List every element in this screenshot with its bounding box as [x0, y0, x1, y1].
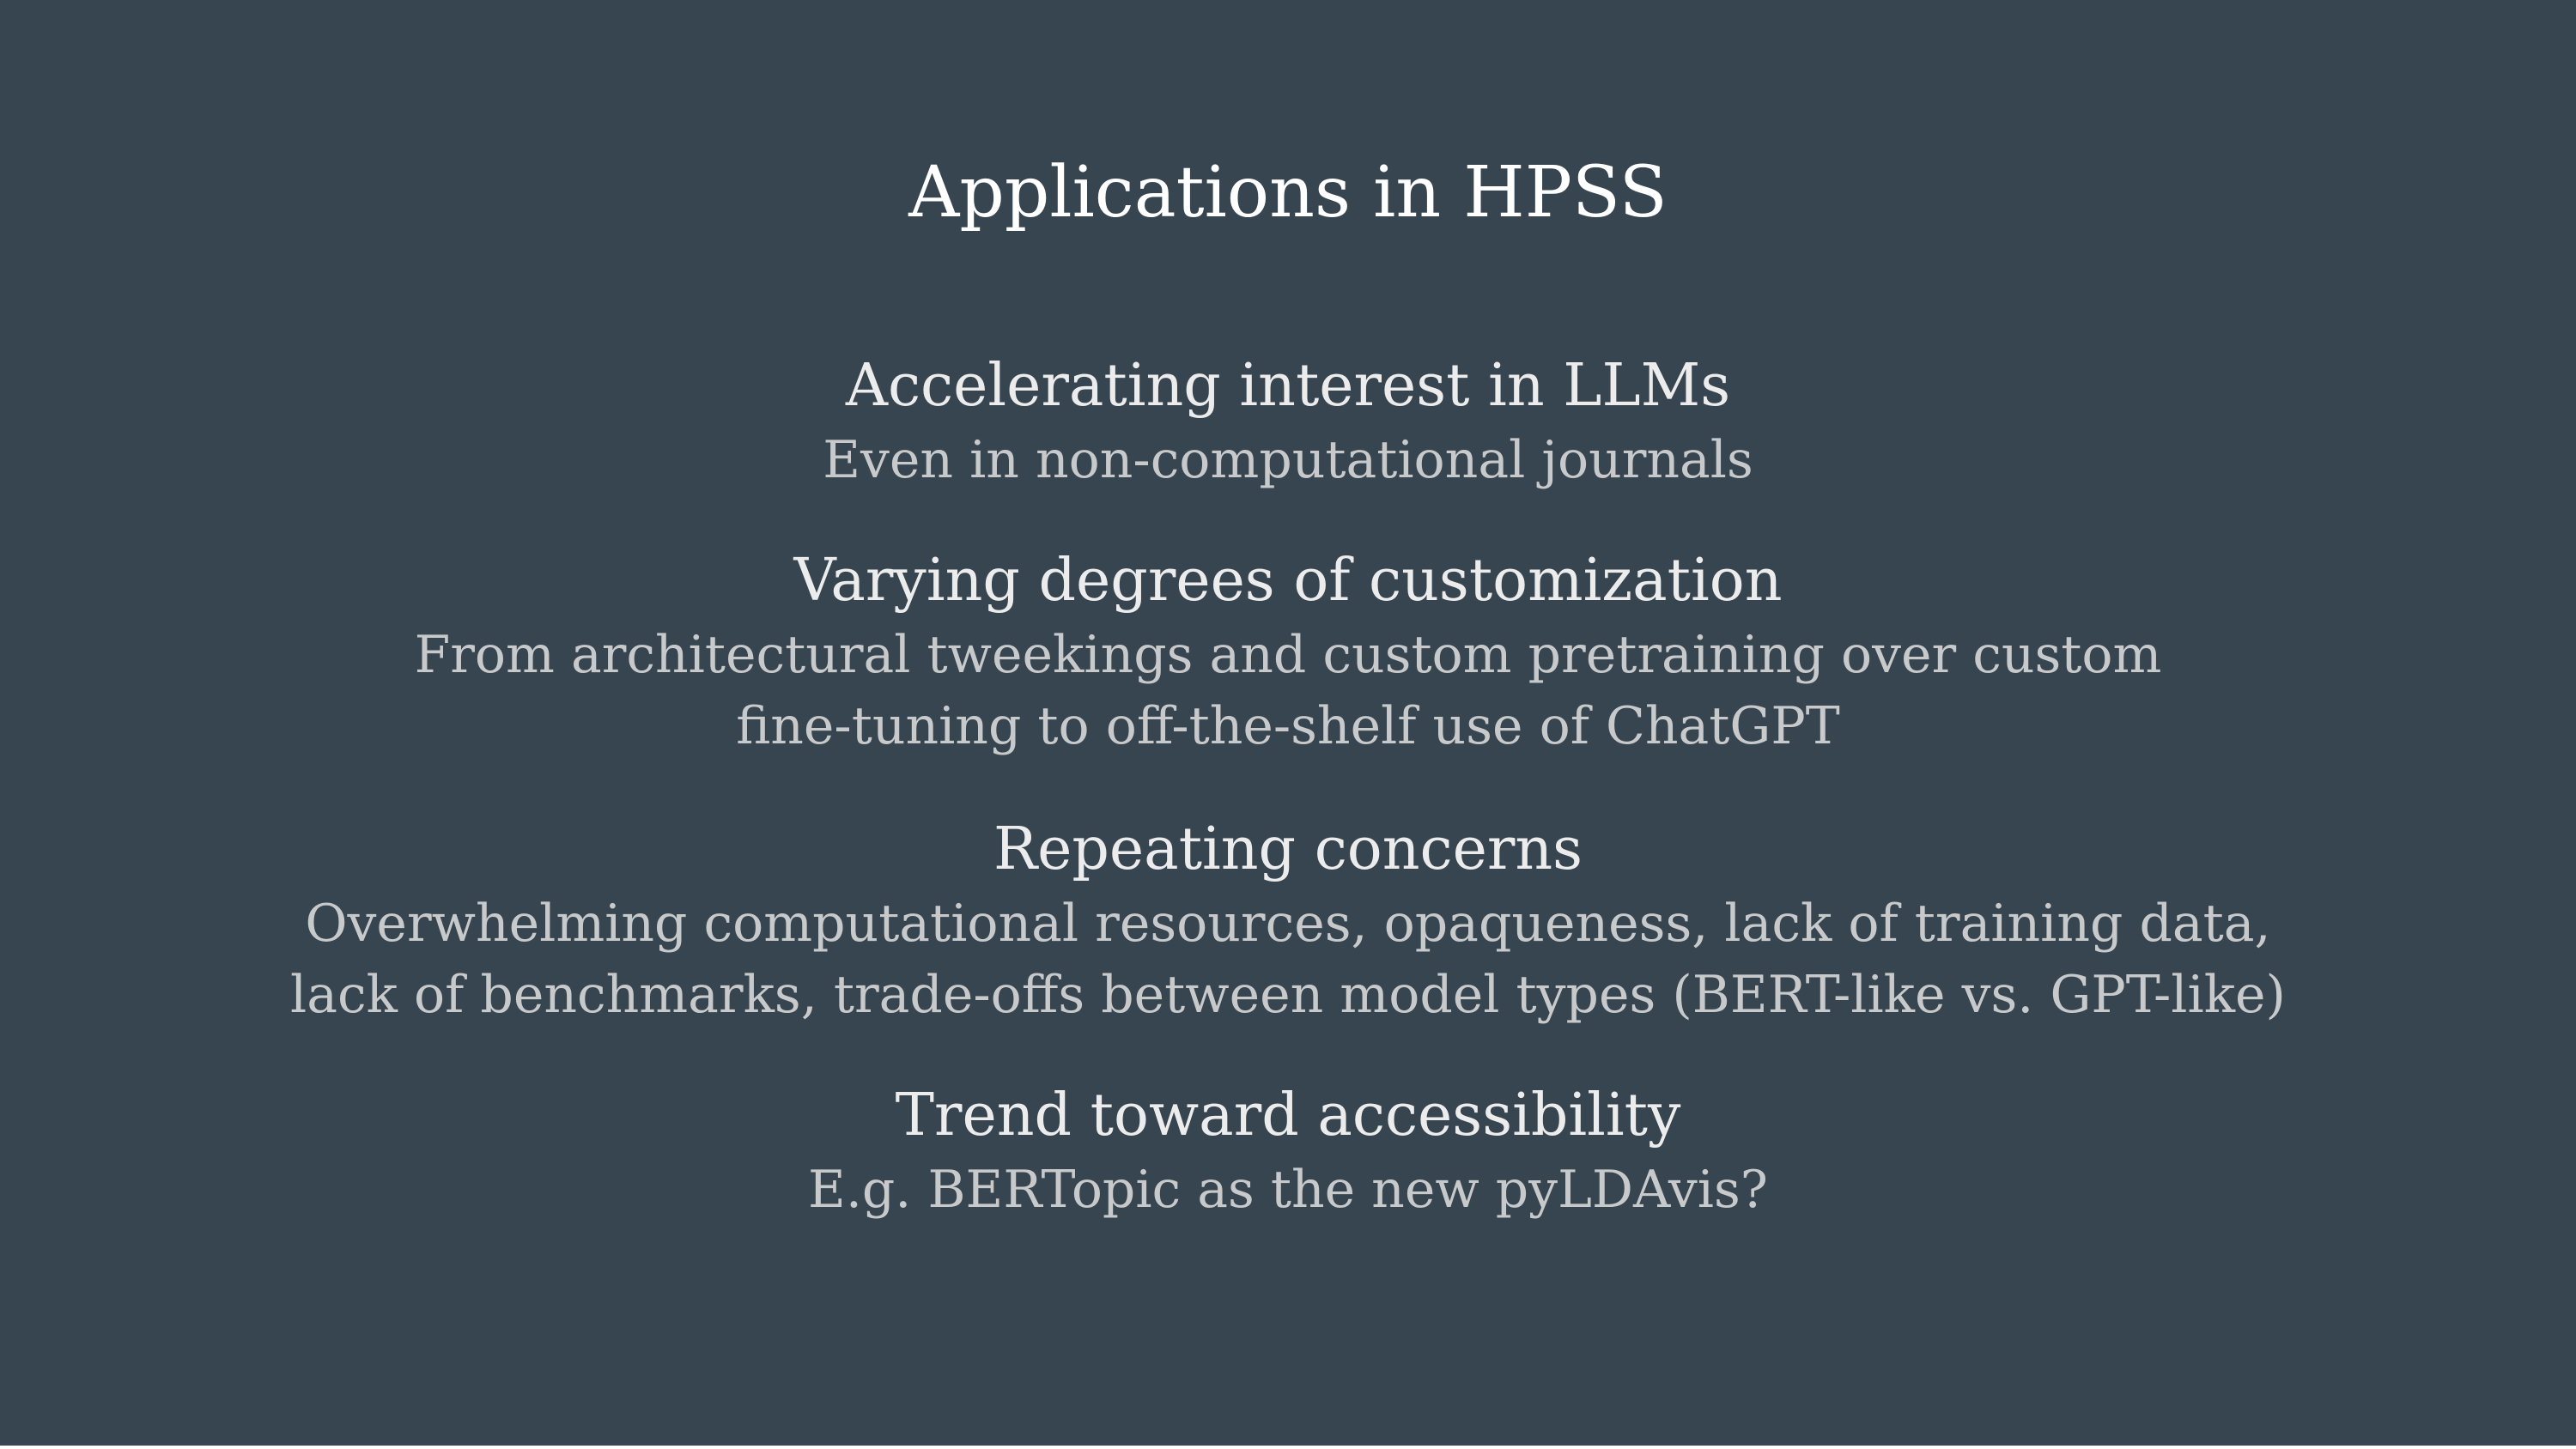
section-customization: Varying degrees of customization From ar…	[0, 543, 2576, 762]
slide-title: Applications in HPSS	[908, 152, 1668, 233]
section-accelerating-interest: Accelerating interest in LLMs Even in no…	[0, 348, 2576, 496]
section-heading: Varying degrees of customization	[793, 547, 1783, 615]
section-body-line: fine-tuning to off-the-shelf use of Chat…	[736, 696, 1840, 756]
section-body-line: E.g. BERTopic as the new pyLDAvis?	[808, 1160, 1768, 1220]
section-body-line: From architectural tweekings and custom …	[414, 625, 2162, 685]
section-heading: Trend toward accessibility	[895, 1082, 1681, 1149]
section-heading: Accelerating interest in LLMs	[845, 352, 1731, 420]
section-body-line: Even in non-computational journals	[823, 430, 1753, 490]
section-body-line: lack of benchmarks, trade-offs between m…	[290, 965, 2286, 1025]
section-body-line: Overwhelming computational resources, op…	[305, 894, 2271, 954]
section-accessibility: Trend toward accessibility E.g. BERTopic…	[0, 1077, 2576, 1226]
section-heading: Repeating concerns	[993, 815, 1583, 883]
section-repeating-concerns: Repeating concerns Overwhelming computat…	[0, 811, 2576, 1031]
